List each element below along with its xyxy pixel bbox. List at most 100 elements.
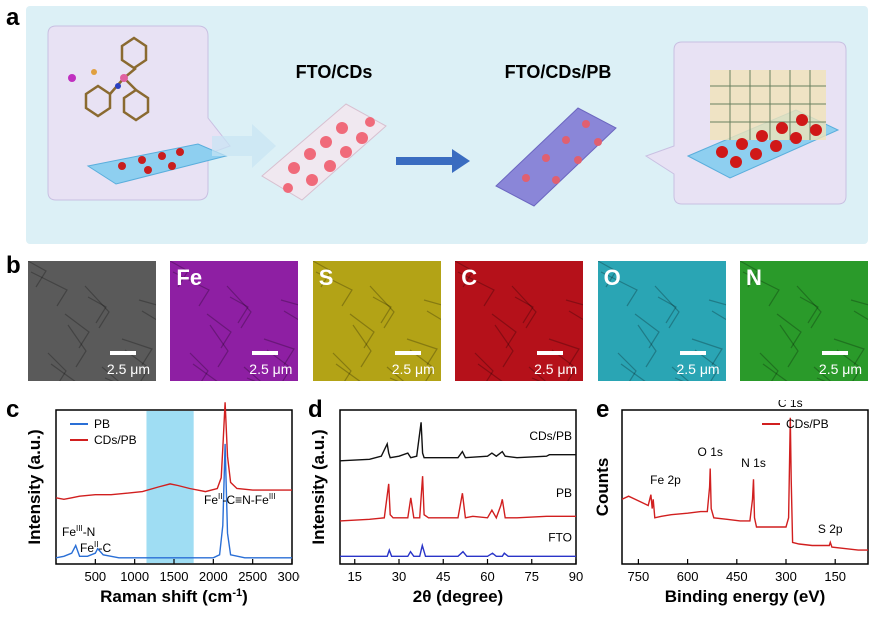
grain-boundary <box>243 366 262 381</box>
grain-boundary <box>477 363 503 381</box>
series-line <box>339 476 576 522</box>
x-tick-label: 15 <box>348 569 362 584</box>
grain-boundary <box>264 338 296 366</box>
element-label: C <box>461 265 478 290</box>
grain-boundary <box>84 285 110 329</box>
grain-boundary <box>836 349 862 381</box>
eds-tile: S 2.5 μm <box>312 261 441 381</box>
plot-frame <box>621 409 869 565</box>
scale-label: 2.5 μm <box>818 361 862 377</box>
series-label: CDs/PB <box>529 429 572 443</box>
grain-boundary <box>138 299 156 306</box>
panel-b-label: b <box>6 252 21 279</box>
grain-boundary <box>762 363 788 381</box>
process-arrow-icon <box>212 124 276 168</box>
grain-boundary <box>548 338 581 366</box>
grain-texture <box>597 261 726 381</box>
step1-label: FTO/CDs <box>296 62 373 82</box>
grain-boundary <box>528 366 547 381</box>
grain-boundary <box>281 299 299 306</box>
scale-label: 2.5 μm <box>676 361 720 377</box>
grain-boundary <box>597 261 617 288</box>
grain-boundary <box>406 338 438 366</box>
grain-boundary <box>173 271 211 307</box>
x-tick-label: 500 <box>84 569 106 584</box>
series-label: FTO <box>548 531 572 545</box>
scale-bar <box>252 351 279 355</box>
x-tick-label: 300 <box>775 569 797 584</box>
series-line <box>339 422 576 462</box>
grain-boundary <box>634 313 660 349</box>
x-tick-label: 150 <box>824 569 846 584</box>
scale-bar <box>110 351 136 355</box>
grain-boundary <box>312 261 332 288</box>
plot-frame <box>339 409 577 565</box>
grain-boundary <box>409 349 435 381</box>
atom-icon <box>68 74 76 82</box>
grain-boundary <box>813 366 832 381</box>
element-label: Fe <box>176 265 203 290</box>
panel-a-label: a <box>6 4 20 31</box>
grain-boundary <box>121 338 153 366</box>
x-tick-label: 1500 <box>160 569 189 584</box>
grain-boundary <box>708 299 726 306</box>
grain-boundary <box>386 366 404 381</box>
grain-texture <box>312 261 441 381</box>
grain-boundary <box>776 313 802 349</box>
eds-tile: 2.5 μm <box>28 261 156 381</box>
panel-a-illustration: FTO/CDs FTO/CDs/PB <box>26 6 868 244</box>
grain-boundary <box>170 261 190 288</box>
grain-boundary <box>30 271 68 307</box>
element-label: O <box>603 265 621 290</box>
grain-boundary <box>87 296 107 324</box>
grain-boundary <box>267 349 293 381</box>
grain-texture <box>28 261 156 381</box>
annotation: FeII-C <box>80 540 111 555</box>
grain-boundary <box>124 349 150 381</box>
legend-entry: CDs/PB <box>94 433 137 447</box>
xps-chart: 750 600 450 300 150 Binding energy (eV) Counts… <box>593 400 869 606</box>
grain-boundary <box>64 313 90 349</box>
grain-boundary <box>654 285 680 329</box>
grain-boundary <box>457 271 496 307</box>
grain-boundary <box>694 349 720 381</box>
peak-annotation: N 1s <box>741 456 766 470</box>
scale-bar <box>679 351 706 355</box>
xrd-chart: 15 30 45 60 75 90 2θ (degree) Intensity (a.u.) C… <box>309 409 583 606</box>
grain-boundary <box>742 271 780 307</box>
scale-label: 2.5 μm <box>391 361 435 377</box>
grain-boundary <box>455 261 475 288</box>
grain-boundary <box>47 352 67 381</box>
x-tick-label: 45 <box>436 569 450 584</box>
x-axis-label: Binding energy (eV) <box>665 587 826 606</box>
scale-label: 2.5 μm <box>106 361 150 377</box>
grain-boundary <box>28 261 47 288</box>
y-axis-label: Counts <box>593 458 612 517</box>
panel-c-label: c <box>6 396 20 423</box>
grain-boundary <box>551 349 577 381</box>
eds-tile: C 2.5 μm <box>455 261 584 381</box>
grain-boundary <box>796 285 822 329</box>
grain-boundary <box>207 313 233 349</box>
carbon-dots-icon <box>118 148 184 174</box>
grain-boundary <box>230 296 250 324</box>
pb-framework-icon <box>710 70 826 140</box>
grain-boundary <box>369 285 395 329</box>
grain-boundary <box>193 363 218 381</box>
scale-bar <box>394 351 421 355</box>
grain-boundary <box>426 310 441 321</box>
cds-clusters-icon <box>283 117 375 193</box>
grain-boundary <box>600 271 638 307</box>
grain-texture <box>455 261 584 381</box>
annotation: FeII-C≡N-FeIII <box>204 492 275 507</box>
x-tick-label: 1000 <box>120 569 149 584</box>
scale-bar <box>537 351 564 355</box>
grain-boundary <box>568 310 584 321</box>
grain-boundary <box>691 338 723 366</box>
x-tick-label: 2500 <box>238 569 267 584</box>
panel-d-label: d <box>308 396 323 423</box>
grain-boundary <box>853 310 868 321</box>
eds-tile: Fe 2.5 μm <box>170 261 299 381</box>
x-tick-label: 3000 <box>278 569 300 584</box>
pb-framework-grid-icon <box>710 70 826 140</box>
